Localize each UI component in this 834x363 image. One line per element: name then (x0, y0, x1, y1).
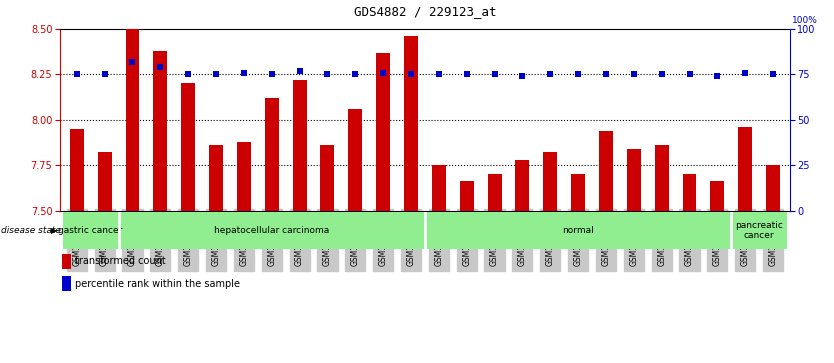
Bar (627, 149, 641, 211)
Point (739, 70, 752, 76)
Point (126, 59, 139, 65)
Bar (118, 212, 425, 249)
Point (571, 72, 585, 77)
Point (515, 73, 529, 79)
Point (153, 64, 167, 70)
Point (349, 72, 362, 77)
Bar (349, 109, 362, 211)
Bar (70, 129, 83, 211)
Bar (62, 254, 71, 269)
Point (683, 72, 696, 77)
Point (70, 72, 83, 77)
Text: GDS4882 / 229123_at: GDS4882 / 229123_at (354, 5, 496, 19)
Bar (515, 160, 530, 211)
Bar (766, 165, 780, 211)
Point (376, 70, 389, 76)
Text: transformed count: transformed count (75, 256, 166, 266)
Text: 100%: 100% (792, 16, 818, 25)
Bar (460, 182, 474, 211)
Text: disease state: disease state (1, 226, 61, 235)
Point (404, 72, 418, 77)
Bar (543, 152, 557, 211)
Bar (599, 131, 613, 211)
Text: hepatocellular carcinoma: hepatocellular carcinoma (214, 226, 329, 235)
Bar (488, 174, 501, 211)
Bar (62, 276, 71, 291)
Point (98, 72, 111, 77)
Text: normal: normal (562, 226, 594, 235)
Point (627, 72, 641, 77)
Bar (209, 145, 223, 211)
Bar (264, 98, 279, 211)
Text: percentile rank within the sample: percentile rank within the sample (75, 278, 240, 289)
Point (488, 72, 501, 77)
Bar (63, 212, 118, 249)
Bar (711, 182, 725, 211)
Bar (425, 212, 731, 249)
Bar (682, 174, 696, 211)
Point (265, 72, 279, 77)
Bar (125, 29, 139, 211)
Bar (738, 127, 752, 211)
Bar (181, 83, 195, 211)
Bar (571, 174, 585, 211)
Bar (320, 145, 334, 211)
Bar (376, 53, 390, 211)
Point (293, 68, 306, 74)
Point (432, 72, 445, 77)
Bar (153, 51, 168, 211)
Point (600, 72, 613, 77)
Text: ▶: ▶ (51, 226, 58, 235)
Point (182, 72, 195, 77)
Bar (432, 165, 446, 211)
Text: pancreatic
cancer: pancreatic cancer (736, 221, 783, 240)
Point (655, 72, 668, 77)
Bar (404, 36, 418, 211)
Point (544, 72, 557, 77)
Bar (731, 212, 787, 249)
Point (209, 72, 223, 77)
Point (460, 72, 474, 77)
Bar (655, 145, 669, 211)
Bar (237, 142, 251, 211)
Point (237, 70, 250, 76)
Bar (293, 80, 307, 211)
Bar (98, 152, 112, 211)
Point (711, 73, 724, 79)
Point (766, 72, 780, 77)
Point (321, 72, 334, 77)
Text: gastric cancer: gastric cancer (58, 226, 123, 235)
